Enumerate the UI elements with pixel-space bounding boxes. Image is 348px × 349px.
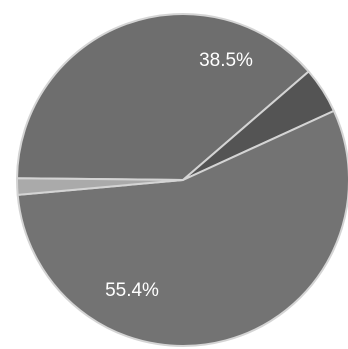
pie-slice-3: [16, 109, 348, 348]
slice-label-1: 38.5%: [199, 50, 253, 71]
pie-slice-1: [16, 13, 310, 181]
slice-label-3: 55.4%: [105, 280, 159, 301]
pie-slice-4: [16, 177, 184, 196]
